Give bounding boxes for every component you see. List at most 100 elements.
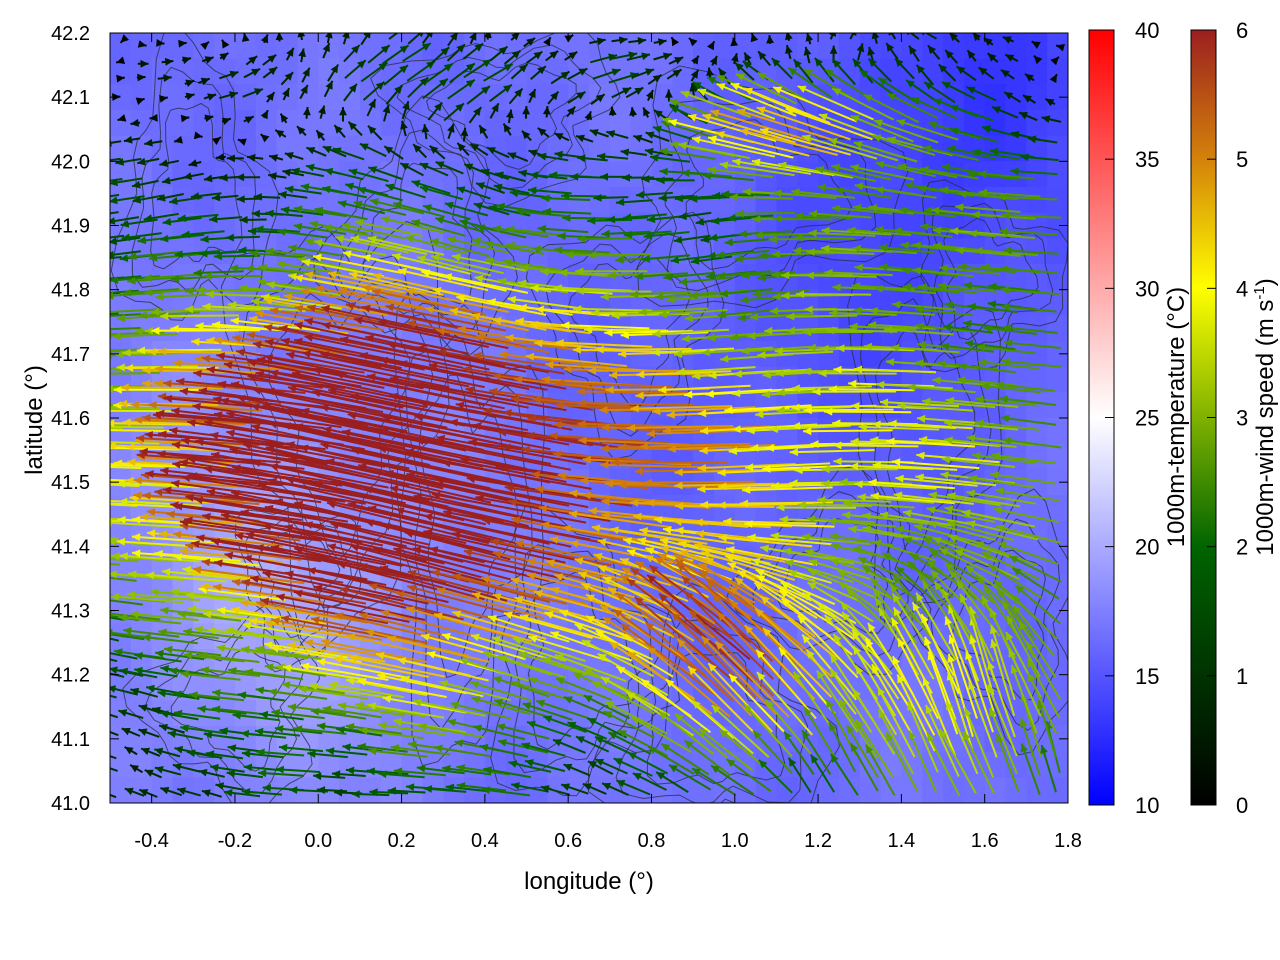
- temperature-cell: [318, 58, 340, 85]
- temperature-cell: [901, 469, 923, 496]
- temperature-cell: [797, 264, 819, 291]
- wind-arrow-shaft: [110, 519, 121, 523]
- temperature-cell: [818, 777, 840, 803]
- temperature-cell: [630, 33, 653, 60]
- wind-arrow: [186, 749, 223, 759]
- wind-arrow-shaft: [110, 405, 119, 408]
- wind-arrow-shaft: [110, 557, 139, 563]
- wind-arrow-head: [110, 593, 120, 601]
- temperature-cell: [755, 777, 778, 803]
- temperature-cell: [609, 161, 632, 188]
- temperature-cell: [234, 649, 257, 676]
- wind-arrow-head: [54, 498, 62, 506]
- wind-arrow-head: [174, 135, 183, 144]
- temperature-cell: [1047, 649, 1068, 676]
- wind-arrow: [180, 724, 226, 735]
- wind-arrow: [126, 590, 200, 602]
- wind-arrow-head: [146, 571, 155, 580]
- temperature-cell: [651, 161, 673, 188]
- wind-arrow-head: [38, 512, 46, 520]
- wind-arrow: [110, 216, 140, 225]
- wind-arrow: [121, 232, 162, 242]
- temperature-cell: [776, 751, 798, 778]
- wind-arrow-head: [150, 588, 159, 596]
- wind-arrow-head: [64, 331, 72, 339]
- temperature-cell: [110, 110, 132, 137]
- contour-line: [615, 619, 809, 803]
- wind-arrow-head: [149, 254, 158, 262]
- wind-arrow-shaft: [110, 429, 184, 433]
- wind-arrow-shaft: [110, 463, 185, 468]
- wind-arrow: [110, 599, 143, 606]
- contour-line: [122, 602, 321, 803]
- wind-arrow: [135, 97, 145, 105]
- wind-arrow-head: [132, 515, 141, 524]
- wind-arrow: [110, 502, 179, 508]
- temperature-cell: [214, 264, 236, 291]
- temperature-cell: [234, 161, 257, 188]
- temperature-cell: [526, 341, 548, 368]
- wind-arrow: [110, 308, 162, 314]
- temperature-cell: [130, 520, 153, 547]
- wind-arrow-head: [93, 386, 101, 394]
- temperature-cell: [609, 110, 632, 137]
- wind-arrow-head: [110, 628, 113, 637]
- temperature-cell: [172, 751, 194, 778]
- wind-arrow: [184, 92, 195, 101]
- wind-arrow: [123, 627, 180, 638]
- wind-arrow: [129, 764, 144, 774]
- wind-arrow-head: [130, 687, 140, 696]
- wind-arrow-head: [155, 293, 164, 301]
- temperature-cell: [526, 84, 548, 111]
- wind-arrow: [110, 637, 120, 642]
- wind-arrow-shaft: [110, 616, 124, 621]
- wind-arrow: [193, 131, 203, 140]
- wind-arrow-head: [137, 236, 147, 245]
- wind-arrow-head: [121, 233, 131, 242]
- wind-arrow-head: [117, 516, 126, 524]
- wind-arrow: [176, 787, 201, 797]
- temperature-cell: [818, 33, 840, 60]
- wind-arrow-shaft: [110, 312, 119, 315]
- temperature-cell: [255, 135, 278, 162]
- temperature-cell: [151, 110, 174, 137]
- temperature-cell: [339, 58, 361, 85]
- wind-arrow: [181, 56, 192, 65]
- temperature-cell: [818, 392, 840, 419]
- temperature-cell: [130, 58, 153, 85]
- wind-arrow: [110, 694, 117, 699]
- temperature-cell: [547, 212, 569, 239]
- wind-arrow-head: [159, 159, 169, 167]
- wind-arrow: [110, 609, 161, 621]
- wind-arrow: [110, 441, 160, 445]
- temperature-cell: [755, 418, 778, 445]
- wind-arrow-shaft: [110, 637, 120, 642]
- wind-arrow-shaft: [155, 651, 205, 661]
- contour-line: [170, 648, 286, 772]
- wind-arrow: [159, 233, 205, 243]
- wind-arrow-shaft: [110, 599, 143, 606]
- wind-arrow-shaft: [110, 694, 117, 699]
- temperature-cell: [734, 341, 757, 368]
- wind-arrow-head: [119, 552, 128, 561]
- wind-arrow-head: [137, 157, 146, 166]
- wind-arrow-shaft: [120, 386, 223, 390]
- wind-arrow: [118, 497, 202, 507]
- temperature-cell: [1047, 392, 1068, 419]
- wind-arrow: [144, 138, 163, 147]
- wind-arrow: [124, 746, 138, 756]
- temperature-cell: [651, 84, 673, 111]
- temperature-cell: [401, 135, 423, 162]
- wind-arrow-head: [138, 311, 147, 320]
- wind-arrow: [200, 40, 210, 50]
- temperature-cell: [1026, 546, 1048, 573]
- temperature-cell: [443, 700, 465, 727]
- wind-arrow-head: [121, 727, 131, 736]
- wind-arrow-head: [110, 666, 118, 674]
- temperature-cell: [630, 161, 653, 188]
- temperature-cell: [880, 187, 902, 214]
- wind-arrow-head: [178, 39, 187, 48]
- contour-line: [943, 217, 1039, 341]
- temperature-cell: [880, 726, 902, 753]
- temperature-cell: [901, 33, 923, 60]
